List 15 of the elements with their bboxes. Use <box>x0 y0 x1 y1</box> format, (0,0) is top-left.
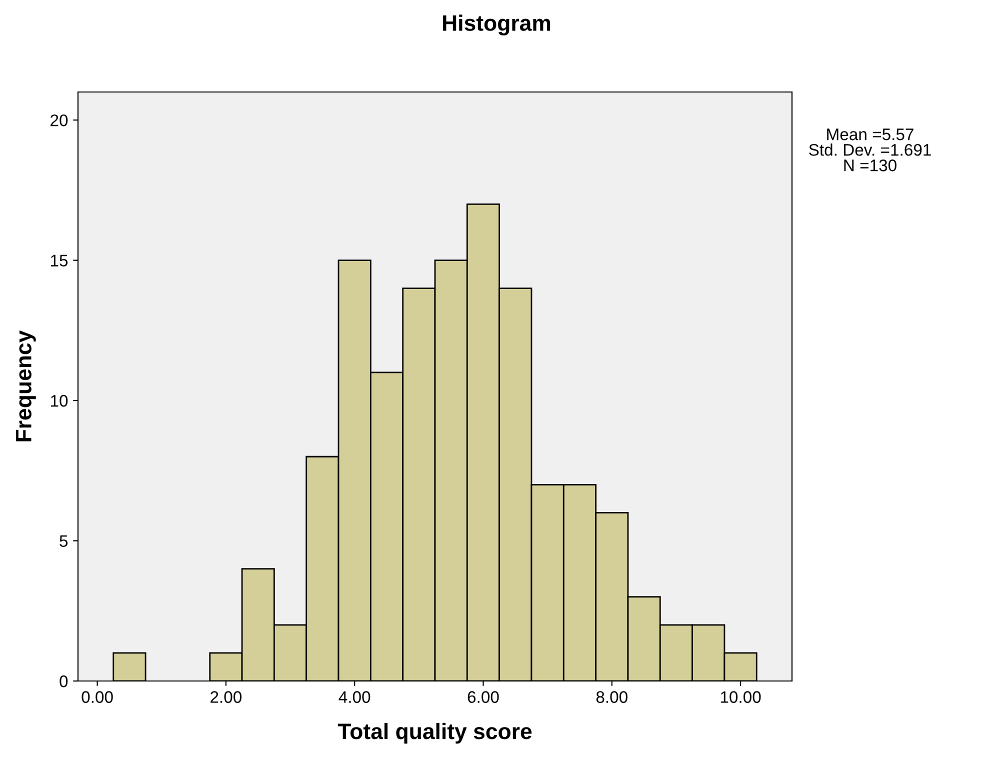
x-axis-title: Total quality score <box>338 722 532 744</box>
text: Mean =5.57 Std. Dev. =1.691 N =130 <box>809 128 931 172</box>
y-tick-label: 15 <box>51 254 68 266</box>
y-tick-label: 10 <box>51 394 68 407</box>
x-tick-label: 2.00 <box>210 691 242 703</box>
x-tick-label: 0.00 <box>82 691 113 703</box>
x-tick-label: 6.00 <box>468 691 499 703</box>
y-tick-label: 0 <box>60 675 68 688</box>
y-tick-label: 20 <box>50 114 68 126</box>
x-tick-label: 4.00 <box>338 691 370 703</box>
y-tick-label: 5 <box>60 535 68 547</box>
chart-title: Histogram <box>443 14 550 36</box>
x-tick-label: 8.00 <box>596 691 628 703</box>
y-axis-title: Frequency <box>16 330 36 442</box>
x-tick-label: 10.00 <box>720 691 761 703</box>
